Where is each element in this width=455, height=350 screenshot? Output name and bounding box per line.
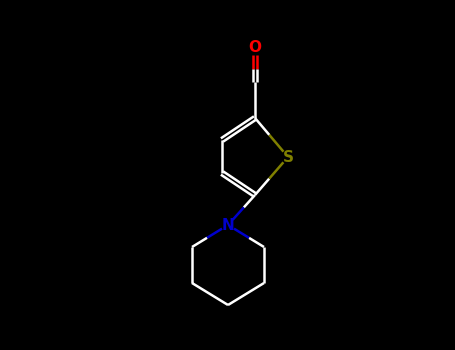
Text: O: O <box>248 41 262 56</box>
Text: N: N <box>222 217 234 232</box>
Text: S: S <box>283 149 293 164</box>
